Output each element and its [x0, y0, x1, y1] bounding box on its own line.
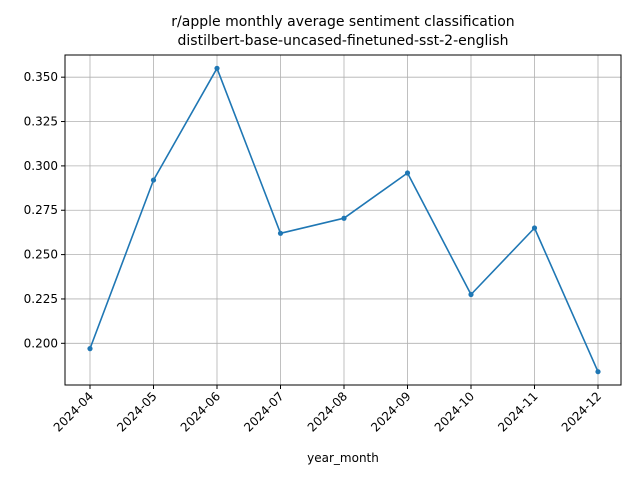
y-tick-label: 0.300 [24, 159, 58, 173]
x-axis-label: year_month [307, 451, 379, 465]
chart-title: r/apple monthly average sentiment classi… [171, 14, 514, 30]
plot-frame [64, 54, 622, 386]
y-tick-label: 0.350 [24, 70, 58, 84]
data-point [150, 177, 157, 183]
y-tick-label: 0.200 [24, 336, 58, 350]
data-point [341, 215, 347, 221]
y-axis: 0.200 0.225 0.250 0.275 0.300 0.325 0.350 [24, 70, 65, 350]
series-layer [87, 65, 601, 375]
x-tick-label: 2024-10 [432, 389, 477, 434]
y-tick-label: 0.325 [24, 115, 58, 129]
x-tick-label: 2024-08 [305, 389, 350, 434]
x-tick-label: 2024-05 [114, 389, 159, 434]
x-tick-label: 2024-06 [178, 389, 223, 434]
data-point [468, 291, 474, 298]
x-tick-label: 2024-11 [495, 389, 540, 434]
y-tick-label: 0.250 [24, 248, 58, 262]
x-axis: 2024-04 2024-05 2024-06 2024-07 2024-08 2024-… [51, 385, 604, 435]
x-tick-label: 2024-07 [241, 389, 286, 434]
data-point [595, 369, 601, 375]
x-tick-label: 2024-12 [559, 389, 604, 434]
data-point [277, 230, 284, 236]
data-point [87, 346, 93, 352]
y-tick-label: 0.275 [24, 203, 58, 217]
y-tick-label: 0.225 [24, 292, 58, 306]
grid-lines [65, 55, 621, 385]
x-tick-label: 2024-09 [368, 389, 413, 434]
data-point [214, 65, 220, 71]
data-point [404, 170, 411, 176]
x-tick-label: 2024-04 [51, 389, 96, 434]
data-point [531, 225, 538, 231]
chart-subtitle: distilbert-base-uncased-finetuned-sst-2-… [178, 33, 509, 49]
